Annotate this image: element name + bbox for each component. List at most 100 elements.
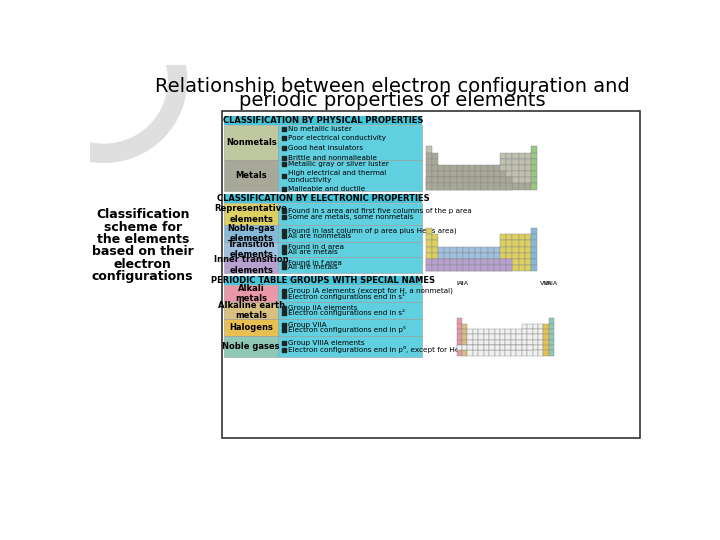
Text: CLASSIFICATION BY ELECTRONIC PROPERTIES: CLASSIFICATION BY ELECTRONIC PROPERTIES bbox=[217, 194, 430, 203]
Bar bbox=[487, 259, 494, 265]
Bar bbox=[478, 329, 484, 334]
Bar bbox=[489, 345, 495, 350]
Bar bbox=[522, 350, 527, 356]
Bar bbox=[487, 165, 494, 171]
Bar bbox=[469, 184, 475, 190]
Bar bbox=[469, 165, 475, 171]
Bar bbox=[438, 177, 444, 184]
Bar bbox=[516, 329, 522, 334]
Bar bbox=[494, 177, 500, 184]
Bar bbox=[426, 259, 432, 265]
Bar bbox=[500, 265, 506, 271]
Text: CLASSIFICATION BY PHYSICAL PROPERTIES: CLASSIFICATION BY PHYSICAL PROPERTIES bbox=[223, 116, 423, 125]
Bar bbox=[469, 184, 475, 190]
Bar bbox=[484, 329, 489, 334]
Bar bbox=[432, 234, 438, 240]
Bar bbox=[500, 177, 506, 184]
Bar bbox=[484, 345, 489, 350]
Bar bbox=[527, 323, 533, 329]
Bar bbox=[531, 240, 537, 247]
Bar bbox=[549, 345, 554, 350]
Bar bbox=[224, 225, 279, 242]
Bar bbox=[426, 171, 432, 177]
Bar bbox=[487, 177, 494, 184]
Bar bbox=[432, 184, 438, 190]
Bar bbox=[494, 265, 500, 271]
Text: Found in last column of p area plus He (s area): Found in last column of p area plus He (… bbox=[287, 228, 456, 234]
Bar bbox=[456, 165, 463, 171]
Bar bbox=[487, 259, 494, 265]
Bar bbox=[500, 159, 506, 165]
Bar bbox=[463, 265, 469, 271]
Bar bbox=[506, 234, 513, 240]
Bar bbox=[544, 340, 549, 345]
Bar bbox=[444, 265, 451, 271]
Bar bbox=[432, 265, 438, 271]
Bar bbox=[506, 177, 513, 184]
Bar bbox=[463, 247, 469, 253]
Bar bbox=[531, 165, 537, 171]
Bar bbox=[487, 171, 494, 177]
Bar bbox=[506, 265, 513, 271]
Bar bbox=[432, 253, 438, 259]
Bar bbox=[432, 177, 438, 184]
Bar bbox=[463, 165, 469, 171]
Bar bbox=[531, 265, 537, 271]
Bar bbox=[500, 240, 506, 247]
Bar bbox=[513, 171, 518, 177]
Bar bbox=[473, 329, 478, 334]
Bar bbox=[456, 340, 462, 345]
Bar bbox=[549, 340, 554, 345]
Bar bbox=[525, 184, 531, 190]
Bar bbox=[513, 247, 518, 253]
Bar bbox=[463, 265, 469, 271]
Bar bbox=[438, 259, 444, 265]
Bar bbox=[456, 265, 463, 271]
Bar bbox=[549, 329, 554, 334]
Bar bbox=[456, 184, 463, 190]
Text: Classification: Classification bbox=[96, 208, 189, 221]
Bar bbox=[484, 334, 489, 340]
Text: scheme for: scheme for bbox=[104, 221, 181, 234]
Bar bbox=[438, 184, 444, 190]
Bar bbox=[525, 153, 531, 159]
Bar bbox=[489, 345, 495, 350]
Text: Electron configurations end in p⁶, except for He, which ends in s²: Electron configurations end in p⁶, excep… bbox=[287, 346, 521, 353]
Bar bbox=[451, 253, 456, 259]
Bar bbox=[506, 259, 513, 265]
Text: Alkali
metals: Alkali metals bbox=[235, 284, 267, 303]
Text: Metals: Metals bbox=[235, 171, 267, 180]
Text: Inner transition
elements: Inner transition elements bbox=[214, 255, 289, 275]
Bar bbox=[500, 234, 506, 240]
Bar bbox=[489, 334, 495, 340]
Bar bbox=[224, 319, 279, 336]
Bar bbox=[467, 350, 473, 356]
Bar bbox=[463, 171, 469, 177]
Text: Found in f area: Found in f area bbox=[287, 260, 341, 266]
Text: Some are metals, some nonmetals: Some are metals, some nonmetals bbox=[287, 214, 413, 220]
Bar bbox=[475, 165, 482, 171]
Bar bbox=[426, 159, 432, 165]
Bar bbox=[500, 253, 506, 259]
Bar bbox=[505, 350, 510, 356]
Bar bbox=[456, 177, 463, 184]
Bar bbox=[527, 340, 533, 345]
Bar bbox=[500, 165, 506, 171]
Bar bbox=[489, 329, 495, 334]
Bar bbox=[467, 334, 473, 340]
Bar bbox=[500, 259, 506, 265]
Text: Halogens: Halogens bbox=[229, 323, 273, 332]
Bar bbox=[438, 259, 444, 265]
Bar bbox=[224, 242, 279, 257]
Bar bbox=[500, 265, 506, 271]
Bar bbox=[510, 345, 516, 350]
Bar bbox=[475, 253, 482, 259]
Bar bbox=[544, 345, 549, 350]
Bar bbox=[451, 265, 456, 271]
Bar bbox=[224, 194, 423, 204]
Bar bbox=[462, 345, 467, 350]
Bar bbox=[451, 259, 456, 265]
Text: No metallic luster: No metallic luster bbox=[287, 126, 351, 132]
Bar bbox=[224, 160, 279, 191]
Bar bbox=[432, 159, 438, 165]
